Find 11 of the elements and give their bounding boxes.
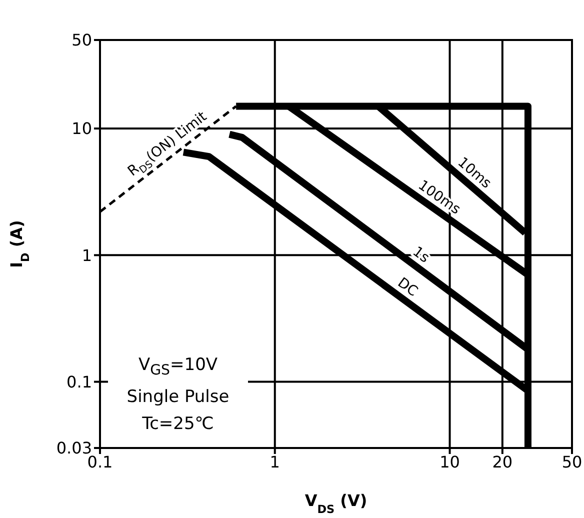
y-tick-label: 1 xyxy=(82,246,92,265)
y-tick-label: 50 xyxy=(72,30,92,50)
x-tick-label: 10 xyxy=(440,452,460,472)
x-axis-title: V$_{DS}$ (V) xyxy=(304,491,368,516)
text: DC xyxy=(394,274,421,300)
y-tick-label: 10 xyxy=(72,119,92,138)
x-tick-label: 50 xyxy=(562,452,582,472)
annotation: V$_{GS}$=10V Single Pulse Tc=25℃ xyxy=(108,348,248,442)
x-tick-label: 20 xyxy=(492,452,513,472)
y-tick-label: 0.1 xyxy=(66,372,92,392)
x-tick-label: 1 xyxy=(270,452,280,472)
